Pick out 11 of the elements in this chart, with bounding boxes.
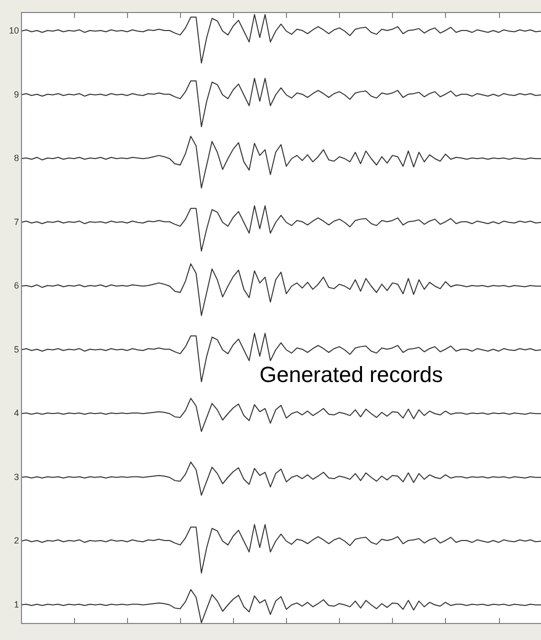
y-tick-label: 5 <box>14 344 19 354</box>
y-tick-label: 10 <box>8 26 19 36</box>
y-tick-label: 1 <box>14 599 19 610</box>
annotation: Generated records <box>259 362 443 388</box>
y-tick-label: 9 <box>14 89 19 100</box>
y-tick-label: 3 <box>14 472 19 482</box>
y-tick-label: 7 <box>14 216 19 227</box>
y-tick-label: 4 <box>14 408 19 418</box>
y-tick-label: 6 <box>14 280 19 291</box>
y-tick-label: 2 <box>14 536 19 546</box>
y-tick-label: 8 <box>14 153 19 164</box>
